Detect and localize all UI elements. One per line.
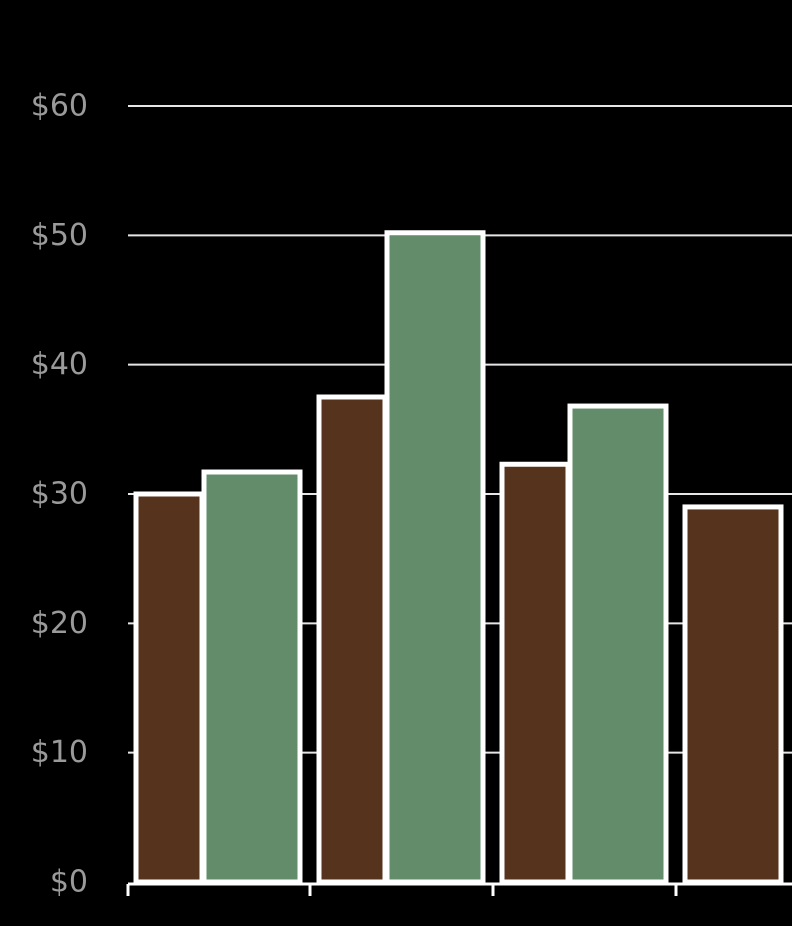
x-axis	[126, 882, 792, 896]
y-tick-label: $40	[31, 347, 88, 382]
y-axis-labels: $0 $10 $20 $30 $40 $50 $60	[31, 89, 88, 900]
bars	[133, 230, 784, 885]
bar-series2-cat2	[384, 230, 486, 885]
bar-series1-cat3	[499, 461, 571, 885]
y-tick-label: $10	[31, 735, 88, 770]
y-tick-label: $30	[31, 477, 88, 512]
bar-series1-cat4	[682, 504, 784, 885]
y-tick-label: $20	[31, 606, 88, 641]
y-tick-label: $0	[50, 865, 88, 900]
bar-series1-cat1	[133, 491, 205, 885]
y-tick-label: $60	[31, 89, 88, 124]
bar-series2-cat1	[201, 469, 303, 885]
bar-series2-cat3	[567, 403, 669, 885]
bar-series1-cat2	[316, 394, 388, 885]
y-tick-label: $50	[31, 218, 88, 253]
